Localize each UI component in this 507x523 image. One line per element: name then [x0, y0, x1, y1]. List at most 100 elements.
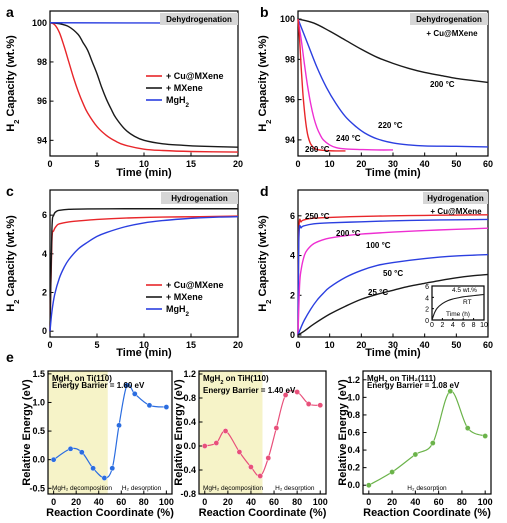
panel-e2-ytick-label: 0.8 — [183, 393, 196, 403]
panel-b-curve-label: 220 °C — [378, 121, 403, 130]
panel-e2-point — [294, 389, 300, 395]
panel-c-series-0 — [49, 215, 239, 332]
panel-b-ylabel: H2 Capacity (wt.%) — [257, 35, 273, 132]
panel-d-curve-label: 250 °C — [305, 212, 330, 221]
panel-c-legend-label: + MXene — [166, 292, 203, 302]
panel-e2-ytick-label: 1.2 — [183, 369, 196, 379]
panel-e2-ytick-label: -0.4 — [180, 465, 196, 475]
panel-d-inset-annotation: 4.5 wt.% — [452, 287, 477, 294]
panel-c-xtick-label: 20 — [233, 340, 243, 350]
panel-e2-shade — [199, 371, 263, 494]
panel-e1-region-1: MgH₂ decomposition — [52, 485, 112, 492]
panel-b-ytick-label: 94 — [285, 135, 295, 145]
panel-e2-xtick-label: 100 — [313, 497, 328, 507]
panel-d-xtick-label: 0 — [295, 340, 300, 350]
panel-e1-xtick-label: 20 — [71, 497, 81, 507]
panel-e1-ytick-label: 1.0 — [32, 397, 45, 407]
panel-d-series-3 — [297, 253, 489, 336]
panel-c-xtick-label: 5 — [94, 340, 99, 350]
panel-e1-point — [116, 422, 122, 429]
panel-e1-point — [90, 465, 96, 472]
panel-d-inset-series — [431, 293, 485, 321]
panel-label-b: b — [260, 4, 269, 20]
panel-d-xtick-label: 60 — [483, 340, 493, 350]
panel-d-ytick-label: 2 — [290, 290, 295, 300]
panel-e1-frame — [47, 370, 173, 495]
panel-e2-point — [257, 473, 263, 479]
panel-d-ytick-label: 6 — [290, 211, 295, 221]
panel-e3-title: MgH2 on TiH₂(111) — [367, 374, 436, 386]
panel-d-ylabel: H2 Capacity (wt.%) — [257, 215, 273, 312]
panel-e2-frame — [198, 370, 327, 495]
panel-b-ytick-label: 98 — [285, 54, 295, 64]
panel-d-inset-xtick-label: 10 — [480, 322, 488, 329]
panel-a-ytick-label: 100 — [32, 18, 47, 28]
panel-c-ytick-label: 2 — [42, 288, 47, 298]
panel-d-inset-rt: RT — [463, 299, 472, 306]
panel-d-ytick-label: 4 — [290, 251, 295, 261]
panel-label-d: d — [260, 183, 269, 199]
panel-e2-point — [222, 428, 229, 434]
panel-b-series-1 — [297, 18, 489, 148]
panel-e1-point — [101, 475, 108, 481]
panel-a-legend-label: + MXene — [166, 83, 203, 93]
panel-a-banner-bg — [160, 13, 238, 25]
panel-b-banner-bg — [410, 13, 488, 25]
panel-c-xtick-label: 15 — [186, 340, 196, 350]
panel-a-ytick-label: 96 — [37, 96, 47, 106]
panel-b-xtick-label: 30 — [388, 159, 398, 169]
panel-d-series-0 — [297, 214, 489, 336]
panel-b-curve-label: 200 °C — [430, 80, 455, 89]
panel-b-xtick-label: 60 — [483, 159, 493, 169]
panel-e2-ytick-label: 0.4 — [183, 417, 196, 427]
panel-e1-xlabel: Reaction Coordinate (%) — [46, 507, 174, 519]
panel-e2-ylabel: Relative Energy (eV) — [173, 379, 185, 486]
panel-c-legend-label: MgH2 — [166, 304, 190, 318]
panel-e2-point — [317, 402, 324, 409]
panel-e2-ytick-label: -0.8 — [180, 489, 196, 499]
panel-d-series-4 — [297, 273, 489, 336]
panel-e1-xtick-label: 80 — [139, 497, 149, 507]
panel-d-inset-xtick-label: 8 — [472, 322, 476, 329]
panel-d-inset-frame — [431, 285, 485, 321]
panel-e2-title: MgH2 on TiH(110) — [203, 374, 269, 386]
panel-b-xtick-label: 0 — [295, 159, 300, 169]
panel-a-ytick-label: 98 — [37, 57, 47, 67]
panel-c-banner-bg — [161, 192, 238, 204]
panel-e1-point — [50, 456, 57, 463]
panel-e3-point — [366, 482, 372, 489]
panel-e2-region-2: H₂ desorption — [275, 485, 315, 492]
panel-e3-xtick-label: 60 — [434, 497, 444, 507]
panel-b-series-2 — [297, 18, 394, 151]
panel-b-xtick-label: 50 — [451, 159, 461, 169]
panel-e3-curve — [368, 390, 486, 486]
panel-d-curve-label: 200 °C — [336, 229, 361, 238]
panel-e1-xtick-label: 100 — [159, 497, 174, 507]
panel-c-ytick-label: 6 — [42, 210, 47, 220]
panel-e1-xtick-label: 60 — [116, 497, 126, 507]
panel-b-series-0 — [297, 18, 489, 84]
panel-a-xtick-label: 0 — [47, 159, 52, 169]
panel-a-legend-label: + Cu@MXene — [166, 71, 224, 81]
panel-e1-xtick-label: 0 — [51, 497, 56, 507]
panel-c-banner: Hydrogenation — [171, 194, 228, 203]
panel-e3-ytick-label: 0.2 — [347, 463, 360, 473]
panel-a-xlabel: Time (min) — [116, 167, 172, 179]
panel-e3-barrier: Energy Barrier = 1.08 eV — [367, 381, 460, 390]
panel-e1-ylabel: Relative Energy (eV) — [21, 379, 33, 486]
panel-e2-point — [236, 449, 243, 455]
panel-label-a: a — [6, 4, 14, 20]
panel-b-series-3 — [297, 19, 346, 152]
panel-e1-point — [146, 402, 153, 409]
panel-e1-ytick-label: -0.5 — [29, 483, 45, 493]
panel-c-legend-label: + Cu@MXene — [166, 280, 224, 290]
panel-e3-xtick-label: 80 — [457, 497, 467, 507]
panel-e2-xlabel: Reaction Coordinate (%) — [199, 507, 327, 519]
panel-e1-title: MgH2 on Ti(11̅0) — [52, 374, 112, 386]
panel-b-xtick-label: 40 — [420, 159, 430, 169]
panel-e2-barrier: Energy Barrier = 1.40 eV — [203, 386, 296, 395]
panel-b-curve-label: 240 °C — [336, 134, 361, 143]
panel-e3-ytick-label: 1.2 — [347, 375, 360, 385]
